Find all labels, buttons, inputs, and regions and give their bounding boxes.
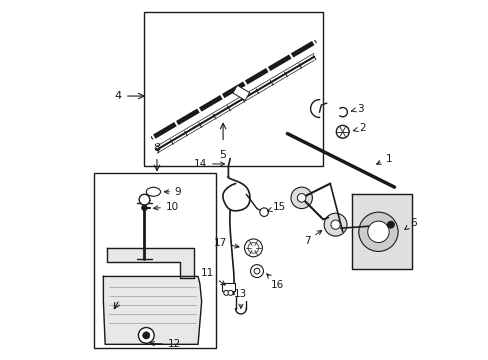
Circle shape xyxy=(247,243,258,253)
Circle shape xyxy=(367,221,388,243)
Text: 13: 13 xyxy=(234,289,247,308)
Polygon shape xyxy=(107,248,194,278)
Circle shape xyxy=(297,194,305,202)
Circle shape xyxy=(227,291,233,296)
Text: 17: 17 xyxy=(213,238,239,248)
Bar xyxy=(222,283,234,292)
Circle shape xyxy=(259,208,268,216)
Text: 2: 2 xyxy=(352,123,365,133)
Circle shape xyxy=(330,220,340,229)
Bar xyxy=(232,85,249,100)
Circle shape xyxy=(336,125,348,138)
Polygon shape xyxy=(103,276,201,344)
Text: 5: 5 xyxy=(219,150,226,159)
Text: 1: 1 xyxy=(376,154,391,164)
Text: 6: 6 xyxy=(404,218,416,230)
Circle shape xyxy=(138,328,154,343)
Circle shape xyxy=(142,205,147,211)
Circle shape xyxy=(290,187,312,208)
Circle shape xyxy=(324,213,346,236)
Bar xyxy=(144,12,323,166)
Text: 10: 10 xyxy=(153,202,179,212)
Circle shape xyxy=(139,194,149,205)
Circle shape xyxy=(254,268,259,274)
Circle shape xyxy=(386,221,394,228)
Circle shape xyxy=(244,239,262,257)
Text: 4: 4 xyxy=(114,91,121,101)
Polygon shape xyxy=(351,194,411,269)
Circle shape xyxy=(224,291,228,296)
Text: 7: 7 xyxy=(304,230,321,246)
Ellipse shape xyxy=(146,187,160,196)
Text: 15: 15 xyxy=(267,202,286,212)
Circle shape xyxy=(142,332,149,339)
Text: 16: 16 xyxy=(266,274,284,291)
Text: 3: 3 xyxy=(351,104,363,113)
Circle shape xyxy=(250,265,263,278)
Bar xyxy=(94,173,216,348)
Circle shape xyxy=(358,212,397,251)
Text: 14: 14 xyxy=(193,159,224,169)
Text: 12: 12 xyxy=(150,339,181,349)
Text: 11: 11 xyxy=(201,268,225,285)
Text: 8: 8 xyxy=(153,143,160,153)
Text: 9: 9 xyxy=(164,187,181,197)
